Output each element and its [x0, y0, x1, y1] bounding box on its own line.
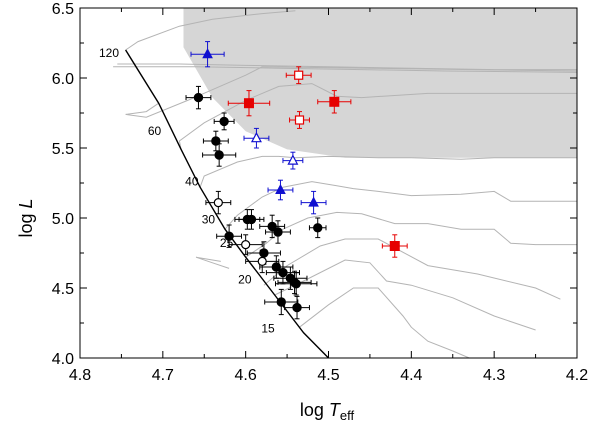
data-points-layer	[185, 41, 408, 320]
track-line-11	[299, 287, 470, 358]
track-line-3	[113, 66, 577, 73]
point-marker	[250, 131, 262, 143]
point-marker	[389, 241, 400, 251]
track-line-8	[245, 211, 577, 258]
point-marker	[329, 96, 340, 107]
data-point	[259, 214, 286, 239]
x-axis-label-main: log	[300, 400, 329, 420]
point-marker	[193, 92, 204, 103]
mass-label-40: 40	[185, 175, 199, 189]
data-point	[289, 111, 310, 129]
data-point	[381, 234, 408, 258]
track-line-12	[195, 256, 230, 269]
y-axis-label-main: log	[16, 208, 36, 237]
point-marker	[273, 227, 283, 237]
point-marker	[257, 256, 267, 266]
point-marker	[276, 297, 286, 307]
x-tick-label: 4.2	[566, 367, 588, 384]
data-point	[202, 143, 237, 167]
data-point	[308, 217, 327, 239]
y-tick-label: 4.5	[52, 281, 74, 298]
evolutionary-tracks-layer	[113, 10, 577, 358]
x-axis-label-subscript: eff	[340, 408, 355, 421]
data-point	[267, 179, 294, 201]
point-marker	[211, 136, 221, 146]
y-axis-label-italic: L	[16, 198, 36, 208]
data-point	[245, 249, 280, 274]
data-point	[265, 220, 291, 244]
y-tick-label: 6.5	[52, 1, 74, 18]
data-point	[264, 288, 299, 316]
point-marker	[224, 231, 234, 241]
x-tick-label: 4.8	[69, 367, 91, 384]
data-point	[317, 90, 352, 114]
point-marker	[291, 279, 301, 289]
track-line-9	[263, 238, 561, 300]
point-marker	[313, 223, 323, 233]
data-point	[228, 234, 263, 255]
point-marker	[287, 154, 299, 165]
mass-label-15: 15	[261, 322, 275, 336]
point-marker	[214, 150, 224, 160]
mass-label-60: 60	[148, 124, 162, 138]
track-line-10	[274, 259, 536, 331]
plot-area	[113, 8, 577, 358]
point-marker	[267, 221, 277, 232]
point-marker	[241, 240, 251, 250]
mass-label-20: 20	[238, 273, 252, 287]
track-line-7	[224, 181, 577, 230]
point-marker	[294, 115, 305, 125]
point-marker	[294, 70, 304, 80]
track-line-1	[125, 10, 296, 51]
y-tick-label: 5.0	[52, 211, 74, 228]
data-point	[238, 209, 265, 230]
zams-line-layer	[125, 49, 329, 358]
x-tick-label: 4.6	[235, 367, 257, 384]
x-tick-label: 4.3	[483, 367, 505, 384]
point-marker	[243, 98, 254, 109]
point-marker	[246, 214, 257, 225]
data-point	[285, 66, 312, 85]
data-point	[284, 295, 310, 320]
track-line-4	[125, 66, 577, 118]
y-tick-label: 4.0	[52, 351, 74, 368]
mass-label-30: 30	[202, 212, 216, 226]
data-point	[282, 151, 304, 170]
x-tick-label: 4.4	[400, 367, 422, 384]
point-marker	[275, 183, 286, 194]
data-point	[213, 112, 235, 131]
mass-label-120: 120	[99, 46, 119, 60]
y-tick-label: 5.5	[52, 141, 74, 158]
data-point	[205, 190, 232, 215]
x-tick-label: 4.5	[317, 367, 339, 384]
x-axis-label-italic: T	[329, 400, 342, 420]
track-line-6	[199, 155, 577, 188]
axes-layer: 4.8 4.7 4.6 4.5 4.4 4.3 4.2 4.0 4.5 5.0 5.5 6.0 6.5	[52, 1, 588, 384]
data-point	[190, 41, 225, 68]
point-marker	[292, 302, 302, 313]
x-tick-label: 4.7	[152, 367, 174, 384]
mass-label-25: 25	[220, 236, 234, 250]
x-axis-label: log Teff	[300, 400, 355, 421]
y-axis-label: log L	[16, 198, 36, 237]
y-tick-label: 6.0	[52, 71, 74, 88]
data-point	[202, 130, 229, 152]
zams-line	[125, 49, 329, 358]
data-point	[243, 127, 270, 149]
data-point	[185, 85, 212, 110]
data-point	[274, 272, 318, 296]
point-marker	[278, 267, 288, 278]
point-marker	[271, 262, 282, 272]
shaded-region-layer	[183, 8, 577, 158]
mass-labels-layer: 120 60 40 30 25 20 15	[99, 46, 275, 336]
forbidden-zone-shade	[183, 8, 577, 158]
data-point	[227, 90, 271, 117]
point-marker	[213, 198, 223, 208]
point-marker	[308, 196, 319, 207]
point-marker	[219, 116, 229, 127]
point-marker	[202, 48, 213, 59]
track-line-5	[178, 83, 577, 150]
data-point	[300, 190, 327, 215]
